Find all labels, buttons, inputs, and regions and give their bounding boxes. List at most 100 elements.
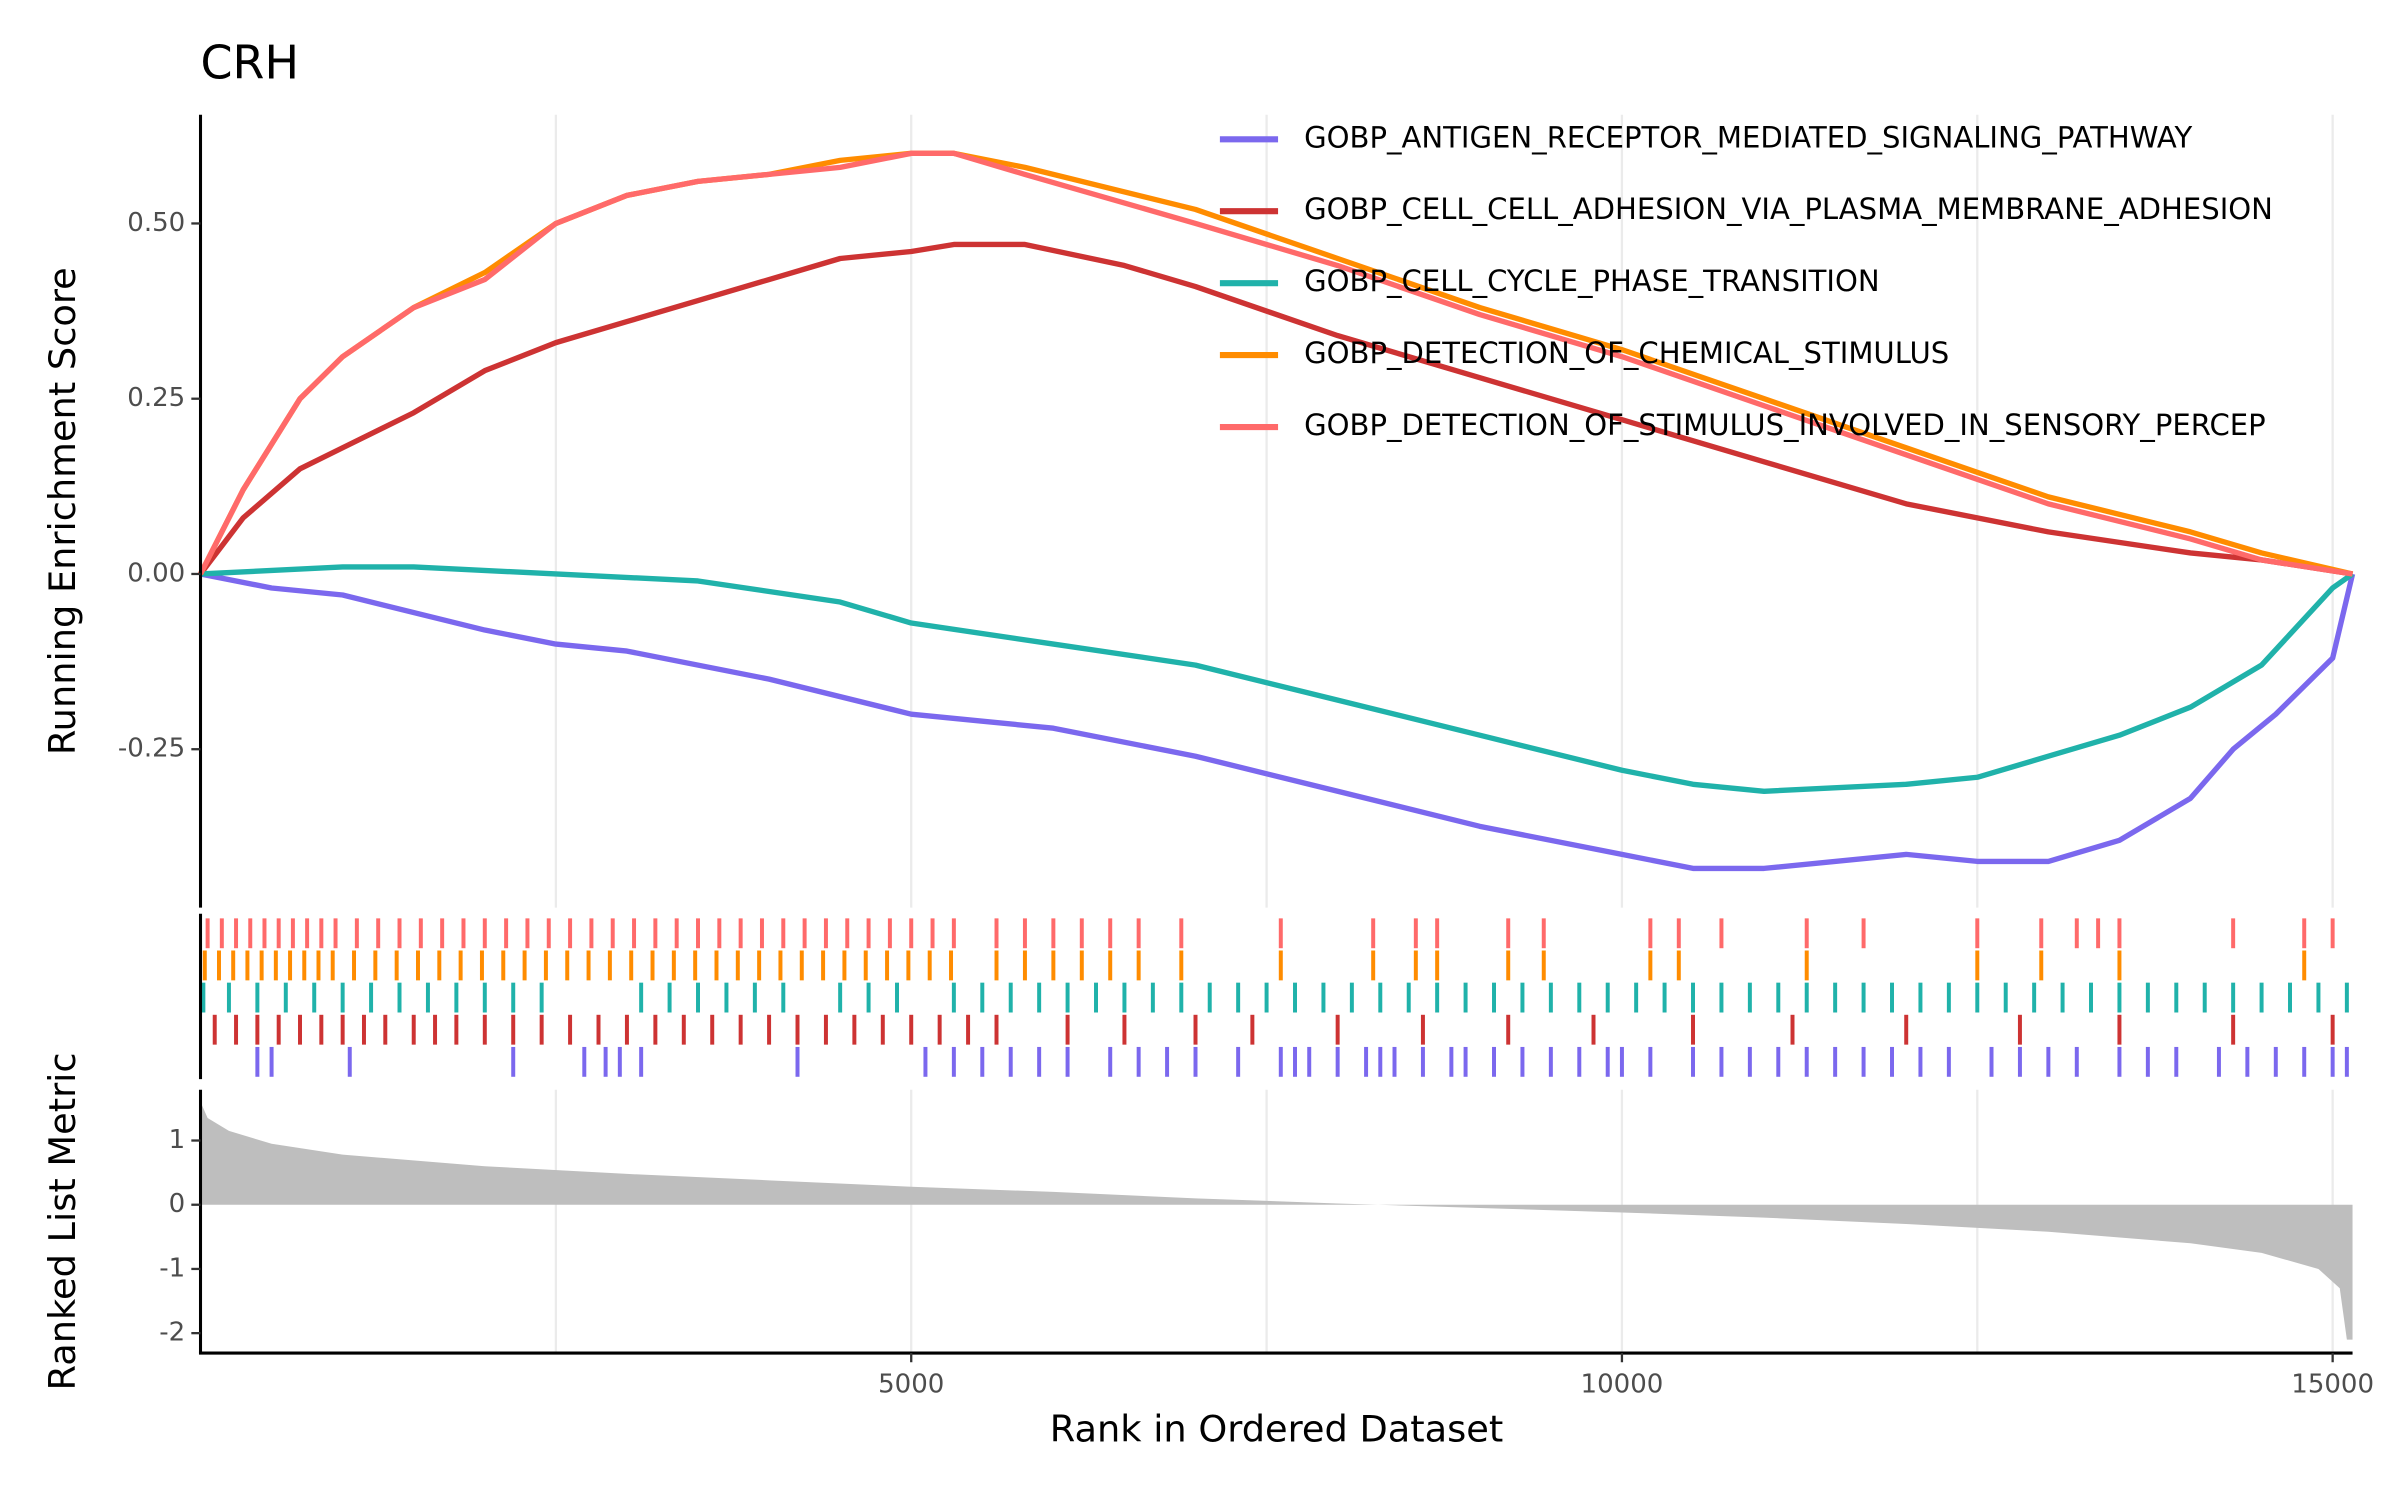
- hit-mark: [1435, 982, 1440, 1013]
- hit-mark: [411, 1014, 416, 1045]
- hit-mark: [909, 1014, 914, 1045]
- hit-mark: [305, 918, 310, 949]
- hit-mark: [2330, 1046, 2335, 1077]
- hit-mark: [724, 982, 729, 1013]
- hit-mark: [543, 950, 548, 981]
- metric-y-tick-label: -2: [159, 1318, 185, 1348]
- hit-mark: [290, 918, 295, 949]
- hit-mark: [1335, 1014, 1340, 1045]
- enrichment-line: [199, 571, 2356, 872]
- hit-mark: [1136, 1046, 1141, 1077]
- hit-mark: [347, 1046, 352, 1077]
- hit-mark: [838, 982, 843, 1013]
- hit-mark: [1065, 1046, 1070, 1077]
- hit-mark: [842, 950, 847, 981]
- hit-mark: [330, 950, 335, 981]
- hit-mark: [1861, 982, 1866, 1013]
- legend: GOBP_ANTIGEN_RECEPTOR_MEDIATED_SIGNALING…: [1219, 120, 2273, 442]
- hit-mark: [845, 918, 850, 949]
- hit-mark: [2017, 1046, 2022, 1077]
- hit-mark: [1790, 1014, 1795, 1045]
- hit-mark: [2074, 1046, 2079, 1077]
- hit-mark: [1804, 982, 1809, 1013]
- hit-mark: [1371, 918, 1376, 949]
- hit-mark: [2046, 1046, 2051, 1077]
- hit-mark: [479, 950, 484, 981]
- hit-mark: [333, 918, 338, 949]
- hit-mark: [653, 918, 658, 949]
- hit-mark: [1946, 982, 1951, 1013]
- hit-mark: [802, 918, 807, 949]
- hit-mark: [586, 950, 591, 981]
- hit-mark: [927, 950, 932, 981]
- hit-mark: [482, 918, 487, 949]
- hit-mark: [951, 982, 956, 1013]
- hit-mark: [2017, 1014, 2022, 1045]
- hit-mark: [568, 1014, 573, 1045]
- hit-mark: [2039, 950, 2044, 981]
- hit-mark: [1413, 918, 1418, 949]
- hit-mark: [738, 1014, 743, 1045]
- hit-mark: [1676, 950, 1681, 981]
- hit-mark: [887, 918, 892, 949]
- hit-mark: [361, 1014, 366, 1045]
- y-tick-label: 0.50: [127, 208, 185, 238]
- y-axis-label: Running Enrichment Score: [41, 267, 84, 755]
- x-tick-label: 10000: [1581, 1370, 1664, 1400]
- hit-mark: [245, 950, 250, 981]
- hit-mark: [2032, 982, 2037, 1013]
- hit-mark: [852, 1014, 857, 1045]
- hit-mark: [1520, 1046, 1525, 1077]
- hit-mark: [994, 1014, 999, 1045]
- hit-mark: [1278, 918, 1283, 949]
- hit-mark: [823, 918, 828, 949]
- hit-mark: [1108, 1046, 1113, 1077]
- hit-mark: [1747, 1046, 1752, 1077]
- hit-mark: [276, 1014, 281, 1045]
- hit-mark: [738, 918, 743, 949]
- hit-mark: [582, 1046, 587, 1077]
- hit-mark: [607, 950, 612, 981]
- hit-mark: [340, 1014, 345, 1045]
- hit-mark: [397, 982, 402, 1013]
- hit-mark: [1463, 1046, 1468, 1077]
- hit-mark: [219, 918, 224, 949]
- hit-mark: [433, 1014, 438, 1045]
- hit-mark: [951, 1046, 956, 1077]
- hit-mark: [283, 982, 288, 1013]
- hit-mark: [2288, 982, 2292, 1013]
- hit-mark: [298, 1014, 302, 1045]
- hit-mark: [781, 918, 786, 949]
- hit-mark: [1406, 982, 1411, 1013]
- hit-mark: [2174, 982, 2179, 1013]
- hit-mark: [2216, 1046, 2221, 1077]
- hit-mark: [1904, 1014, 1909, 1045]
- hit-mark: [568, 918, 573, 949]
- hit-mark: [866, 918, 871, 949]
- hit-mark: [1378, 982, 1383, 1013]
- hit-mark: [1449, 1046, 1454, 1077]
- hit-mark: [1371, 950, 1376, 981]
- hit-mark: [255, 1046, 260, 1077]
- hit-mark: [352, 950, 357, 981]
- hit-mark: [821, 950, 826, 981]
- hit-mark: [255, 982, 260, 1013]
- hit-mark: [202, 950, 207, 981]
- hit-mark: [2330, 918, 2335, 949]
- hit-mark: [1541, 950, 1546, 981]
- y-tick-label: -0.25: [118, 734, 185, 764]
- hit-mark: [2202, 982, 2207, 1013]
- hit-mark: [639, 1046, 644, 1077]
- hit-mark: [1378, 1046, 1383, 1077]
- hit-mark: [1435, 918, 1440, 949]
- hit-mark: [650, 950, 655, 981]
- hit-mark: [752, 982, 757, 1013]
- hit-mark: [1776, 982, 1781, 1013]
- hit-mark: [1165, 1046, 1170, 1077]
- hit-mark: [717, 918, 722, 949]
- hit-mark: [1037, 1046, 1042, 1077]
- hit-mark: [1975, 950, 1980, 981]
- hit-mark: [1008, 982, 1013, 1013]
- hit-mark: [767, 1014, 772, 1045]
- hit-mark: [522, 950, 527, 981]
